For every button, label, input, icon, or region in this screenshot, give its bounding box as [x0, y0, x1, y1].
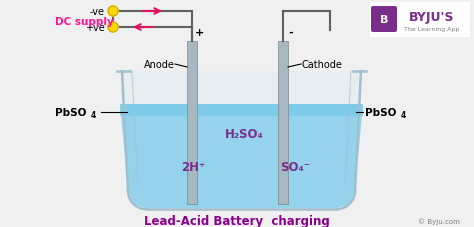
Bar — [187, 42, 197, 204]
Text: © Byju.com: © Byju.com — [418, 218, 460, 224]
Text: 2H⁺: 2H⁺ — [181, 161, 205, 174]
Text: BYJU'S: BYJU'S — [409, 10, 455, 23]
Text: +ve: +ve — [85, 23, 105, 33]
Text: Anode: Anode — [144, 60, 175, 70]
Circle shape — [108, 23, 118, 33]
Text: +: + — [195, 28, 205, 38]
Circle shape — [108, 7, 118, 17]
Text: -: - — [289, 28, 293, 38]
Text: PbSO: PbSO — [365, 108, 396, 118]
Text: SO₄⁻: SO₄⁻ — [280, 161, 310, 174]
Text: DC supply: DC supply — [55, 17, 114, 27]
Text: 4: 4 — [401, 111, 406, 120]
Text: B: B — [380, 15, 388, 25]
PathPatch shape — [120, 105, 363, 116]
Bar — [370, 3, 470, 38]
Text: Lead-Acid Battery  charging: Lead-Acid Battery charging — [144, 215, 330, 227]
FancyBboxPatch shape — [371, 7, 397, 33]
Text: H₂SO₄: H₂SO₄ — [225, 128, 264, 141]
Text: -ve: -ve — [90, 7, 105, 17]
PathPatch shape — [122, 72, 361, 209]
Text: The Learning App: The Learning App — [404, 26, 460, 31]
PathPatch shape — [120, 105, 363, 208]
Text: PbSO: PbSO — [55, 108, 86, 118]
Text: Cathode: Cathode — [302, 60, 343, 70]
Text: 4: 4 — [91, 111, 96, 120]
Bar — [278, 42, 288, 204]
